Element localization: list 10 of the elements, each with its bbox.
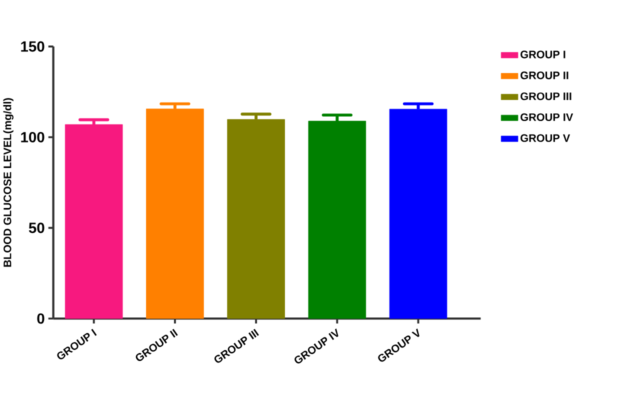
legend-label: GROUP V <box>520 134 570 142</box>
y-tick-label: 0 <box>37 313 44 324</box>
legend-label: GROUP IV <box>520 114 574 122</box>
y-tick-label: 100 <box>21 132 44 143</box>
y-tick-label: 50 <box>28 222 44 234</box>
legend-label: GROUP I <box>520 50 566 58</box>
legend-label: GROUP III <box>520 92 572 100</box>
y-axis-title: BLOOD GLUCOSE LEVEL(mg/dl) <box>3 98 14 267</box>
legend-label: GROUP II <box>520 72 568 80</box>
y-tick-label: 150 <box>21 41 44 52</box>
